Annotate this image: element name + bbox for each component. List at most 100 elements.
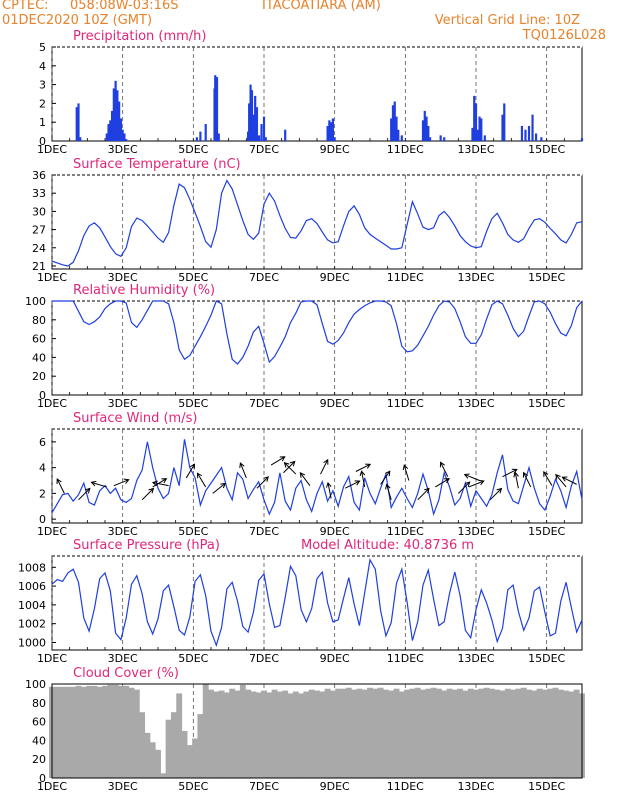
wind-arrow (239, 462, 247, 479)
vertical-grid-note: Vertical Grid Line: 10Z (434, 13, 580, 28)
wind-arrow (502, 469, 518, 478)
cloud-cover-bar (345, 687, 352, 778)
location-coordinates: 058:08W-03:16S (70, 0, 179, 13)
cloud-cover-bar (208, 689, 214, 778)
cloud-cover-bar (557, 689, 564, 778)
wind-y-tick-label: 4 (39, 462, 46, 475)
wind-y-tick-label: 2 (39, 487, 46, 500)
wind-arrow (152, 482, 169, 487)
wind-arrow (435, 478, 450, 488)
cloud-cover-bar (531, 690, 538, 778)
precip-bar (391, 105, 395, 141)
wind-arrow (380, 470, 391, 485)
pressure-x-tick-label: 1DEC (37, 652, 67, 665)
temperature-y-tick-label: 24 (32, 242, 46, 255)
humidity-y-tick-label: 0 (39, 389, 46, 402)
pressure-x-tick-label: 3DEC (108, 652, 138, 665)
wind-arrow-head (148, 487, 155, 494)
wind-arrow-head (543, 471, 549, 477)
pressure-y-tick-label: 1008 (18, 561, 46, 574)
cloud-cover-bar (382, 689, 389, 778)
precip-bar (480, 118, 483, 141)
temperature-y-tick-label: 36 (32, 169, 46, 182)
cloud-cover-bar (510, 689, 517, 778)
wind-arrow (386, 484, 392, 500)
cloud-cover-bar (435, 688, 442, 778)
humidity-y-tick-label: 100 (25, 295, 46, 308)
wind-x-tick-label: 5DEC (178, 525, 208, 538)
wind-y-tick-label: 0 (39, 513, 46, 526)
precip-bar (326, 125, 329, 141)
cloud-cover-bar (388, 690, 395, 778)
model-altitude-label: Model Altitude: 40.8736 m (301, 538, 474, 553)
precip-bar (400, 135, 403, 141)
wind-arrow-head (283, 462, 290, 468)
cloud-cover-bar (356, 688, 363, 778)
precipitation-title: Precipitation (mm/h) (73, 29, 206, 44)
pressure-y-tick-label: 1000 (18, 636, 46, 649)
wind-arrow-head (90, 480, 97, 487)
cloud-cover-bar (478, 688, 485, 778)
pressure-x-tick-label: 5DEC (178, 652, 208, 665)
humidity-series-line (52, 300, 583, 365)
precip-bar (476, 129, 479, 141)
cloud-cover-y-tick-label: 20 (32, 753, 46, 766)
cloud-cover-bar (425, 688, 432, 778)
wind-arrow (185, 463, 195, 479)
precipitation-y-tick-label: 2 (39, 97, 46, 110)
cloud-cover-bar (117, 685, 124, 778)
cloud-cover-bar (234, 690, 241, 778)
cloud-cover-bar (319, 691, 326, 778)
humidity-y-tick-label: 40 (32, 351, 46, 364)
temperature-y-tick-label: 27 (32, 224, 46, 237)
cloud-cover-bar (541, 689, 548, 778)
cloud-cover-bar (245, 689, 252, 778)
cloud-cover-bar (377, 687, 384, 778)
wind-arrow-head (496, 487, 503, 494)
cloud-cover-x-tick-label: 13DEC (457, 780, 494, 793)
cloud-cover-bar (282, 690, 289, 778)
cloud-cover-x-tick-label: 9DEC (320, 780, 350, 793)
wind-arrow-head (463, 473, 470, 479)
cloud-cover-y-tick-label: 40 (32, 734, 46, 747)
wind-arrow-head (439, 461, 445, 468)
model-code: TQ0126L028 (522, 28, 606, 43)
wind-x-tick-label: 3DEC (108, 525, 138, 538)
wind-arrow-head (561, 476, 568, 482)
temperature-y-tick-label: 21 (32, 260, 46, 273)
wind-arrow-head (326, 481, 332, 488)
cloud-cover-bar (308, 689, 315, 778)
wind-arrow-head (478, 479, 485, 486)
source-label: CPTEC: (2, 0, 49, 13)
cloud-cover-bar (149, 742, 156, 778)
cloud-cover-bar (324, 688, 331, 778)
wind-arrow (91, 481, 107, 488)
wind-arrow-head (385, 470, 391, 477)
temperature-x-tick-label: 5DEC (178, 271, 208, 284)
wind-arrow (197, 472, 207, 488)
cloud-cover-bar (186, 745, 193, 778)
precip-bar (331, 118, 334, 141)
wind-arrow (78, 488, 91, 501)
humidity-x-tick-label: 5DEC (178, 397, 208, 410)
cloud-cover-bar (430, 687, 437, 778)
precip-bar (531, 114, 534, 141)
cloud-cover-bar (261, 690, 267, 778)
cloud-cover-bar (451, 689, 458, 778)
temperature-x-tick-label: 7DEC (249, 271, 279, 284)
cloud-cover-bar (488, 688, 495, 778)
cloud-cover-bar (80, 686, 87, 778)
wind-arrow-head (402, 464, 409, 471)
precip-bar (125, 139, 128, 141)
precip-bar (328, 120, 331, 141)
cloud-cover-bar (271, 689, 278, 778)
temperature-x-tick-label: 9DEC (320, 271, 350, 284)
wind-arrow-head (84, 487, 91, 494)
wind-arrow (320, 459, 329, 475)
precip-bar (252, 114, 255, 141)
cloud-cover-bar (54, 686, 61, 778)
precip-bar (390, 118, 393, 141)
precipitation-y-tick-label: 5 (39, 41, 46, 54)
wind-x-tick-label: 1DEC (37, 525, 67, 538)
cloud-cover-bar (276, 691, 283, 778)
